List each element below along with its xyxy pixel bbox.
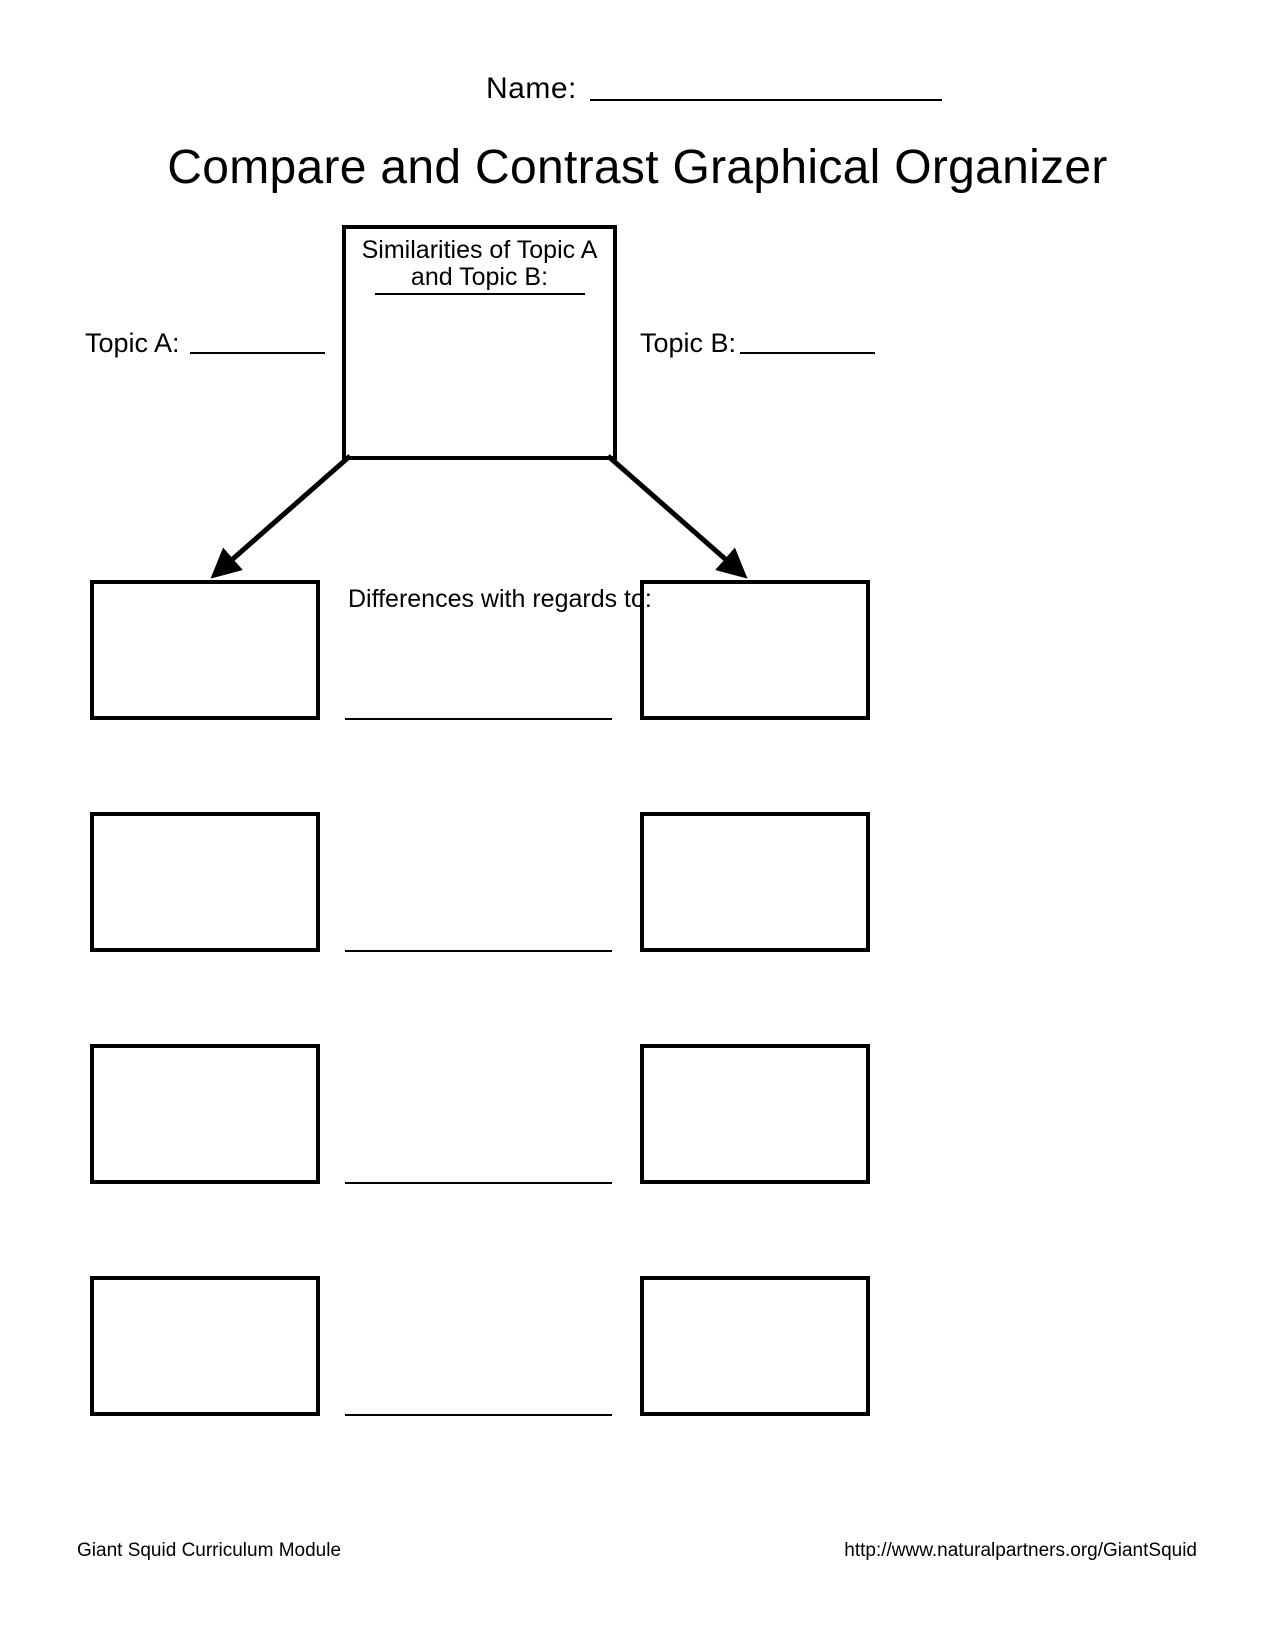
- differences-label: Differences with regards to:: [348, 585, 652, 614]
- topic-b-box-1[interactable]: [640, 580, 870, 720]
- arrow-left-icon: [218, 456, 350, 572]
- footer-url: http://www.naturalpartners.org/GiantSqui…: [844, 1540, 1197, 1562]
- topic-a-box-2[interactable]: [90, 812, 320, 952]
- difference-blank-line-2[interactable]: [345, 950, 612, 952]
- topic-b-box-2[interactable]: [640, 812, 870, 952]
- topic-a-box-4[interactable]: [90, 1276, 320, 1416]
- difference-blank-line-1[interactable]: [345, 718, 612, 720]
- topic-a-box-3[interactable]: [90, 1044, 320, 1184]
- topic-b-box-3[interactable]: [640, 1044, 870, 1184]
- footer-module-name: Giant Squid Curriculum Module: [77, 1540, 341, 1562]
- difference-blank-line-3[interactable]: [345, 1182, 612, 1184]
- worksheet-page: Name: Compare and Contrast Graphical Org…: [0, 0, 1275, 1650]
- topic-a-box-1[interactable]: [90, 580, 320, 720]
- difference-blank-line-4[interactable]: [345, 1414, 612, 1416]
- arrow-right-icon: [608, 456, 740, 572]
- topic-b-box-4[interactable]: [640, 1276, 870, 1416]
